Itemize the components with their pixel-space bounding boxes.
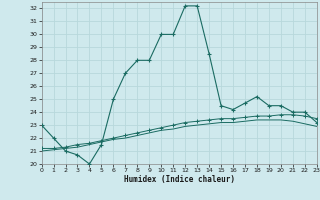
X-axis label: Humidex (Indice chaleur): Humidex (Indice chaleur)	[124, 175, 235, 184]
